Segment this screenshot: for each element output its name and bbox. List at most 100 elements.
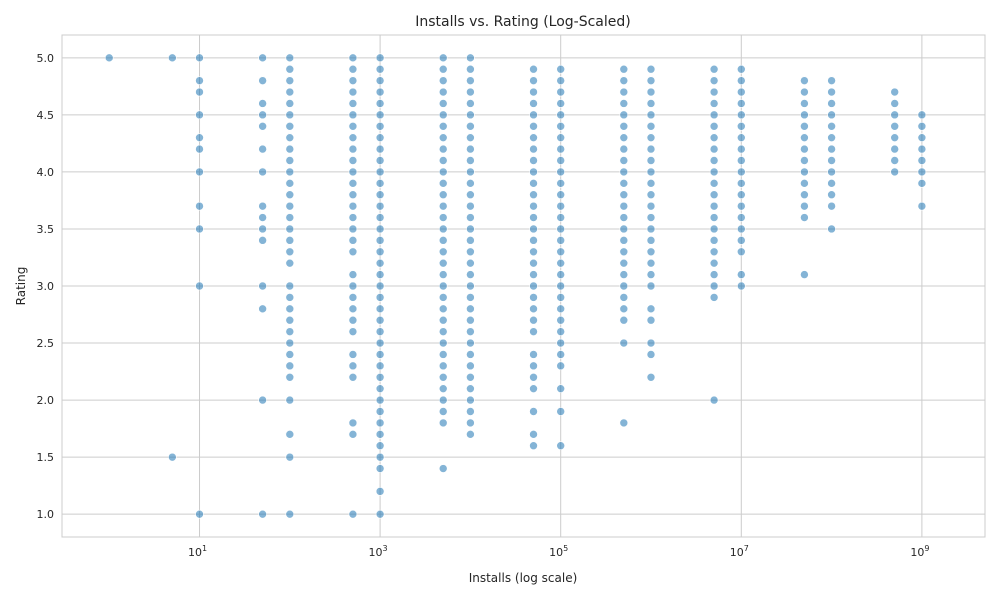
data-point xyxy=(438,338,448,348)
data-point xyxy=(709,76,719,85)
data-point xyxy=(375,156,385,165)
data-point xyxy=(375,213,385,222)
data-point xyxy=(375,53,385,63)
data-point xyxy=(556,441,566,451)
data-point xyxy=(348,110,358,120)
data-point xyxy=(827,87,836,97)
data-point xyxy=(529,315,538,325)
data-point xyxy=(556,407,566,416)
data-point xyxy=(529,213,538,222)
data-point xyxy=(800,167,809,177)
data-point xyxy=(348,167,358,177)
data-point xyxy=(466,87,475,97)
data-point xyxy=(258,144,267,154)
data-point xyxy=(529,281,538,291)
data-point xyxy=(285,361,295,371)
data-point xyxy=(736,224,746,234)
data-point xyxy=(529,167,538,177)
data-point xyxy=(258,213,267,222)
data-point xyxy=(375,144,385,154)
data-point xyxy=(619,201,629,211)
data-point xyxy=(556,338,566,348)
data-point xyxy=(285,190,295,200)
data-point xyxy=(619,281,629,291)
data-point xyxy=(619,64,629,74)
data-point xyxy=(556,87,566,97)
data-point xyxy=(646,64,656,74)
data-point xyxy=(285,167,295,177)
data-point xyxy=(258,121,267,131)
data-point xyxy=(800,201,809,211)
data-point xyxy=(556,247,566,257)
data-point xyxy=(529,76,538,85)
data-point xyxy=(529,293,538,302)
data-point xyxy=(466,430,475,439)
data-point xyxy=(646,190,656,200)
data-point xyxy=(556,64,566,74)
data-point xyxy=(348,64,358,74)
data-point xyxy=(646,76,656,85)
data-point xyxy=(195,167,204,177)
data-point xyxy=(195,509,204,519)
data-point xyxy=(529,441,538,451)
data-point xyxy=(466,167,475,177)
data-point xyxy=(619,99,629,108)
data-point xyxy=(736,213,746,222)
data-point xyxy=(736,110,746,120)
data-point xyxy=(619,270,629,279)
data-point xyxy=(195,133,204,142)
y-tick-labels: 1.0 1.5 2.0 2.5 3.0 3.5 4.0 4.5 5.0 xyxy=(37,52,55,521)
data-point xyxy=(348,144,358,154)
data-point xyxy=(438,418,448,428)
data-point xyxy=(827,133,836,142)
data-point xyxy=(195,224,204,234)
data-point xyxy=(736,236,746,245)
data-point xyxy=(800,144,809,154)
data-point xyxy=(438,395,448,405)
data-point xyxy=(619,87,629,97)
data-point xyxy=(438,87,448,97)
data-point xyxy=(375,327,385,336)
data-point xyxy=(375,281,385,291)
y-tick-label: 2.0 xyxy=(37,394,55,407)
data-point xyxy=(709,133,719,142)
data-point xyxy=(529,64,538,74)
data-point xyxy=(195,76,204,85)
data-point xyxy=(646,350,656,359)
data-point xyxy=(375,110,385,120)
data-point xyxy=(438,304,448,314)
x-tick-labels: 101 103 105 107 109 xyxy=(188,544,929,559)
data-point xyxy=(285,144,295,154)
data-point xyxy=(195,201,204,211)
data-point xyxy=(285,395,295,405)
data-point xyxy=(438,53,448,63)
data-point xyxy=(556,224,566,234)
data-point xyxy=(375,395,385,405)
data-point xyxy=(619,418,629,428)
data-point xyxy=(258,53,267,63)
points-layer xyxy=(104,53,927,519)
data-point xyxy=(348,430,358,439)
data-point xyxy=(556,144,566,154)
data-point xyxy=(800,190,809,200)
data-point xyxy=(736,270,746,279)
data-point xyxy=(195,144,204,154)
data-point xyxy=(529,361,538,371)
data-point xyxy=(466,407,475,416)
data-point xyxy=(195,281,204,291)
data-point xyxy=(556,361,566,371)
data-point xyxy=(438,361,448,371)
data-point xyxy=(438,179,448,188)
data-point xyxy=(709,190,719,200)
data-point xyxy=(258,304,267,314)
data-point xyxy=(709,87,719,97)
data-point xyxy=(375,167,385,177)
data-point xyxy=(709,179,719,188)
data-point xyxy=(556,133,566,142)
data-point xyxy=(285,224,295,234)
data-point xyxy=(466,270,475,279)
data-point xyxy=(285,372,295,382)
data-point xyxy=(375,509,385,519)
data-point xyxy=(438,144,448,154)
